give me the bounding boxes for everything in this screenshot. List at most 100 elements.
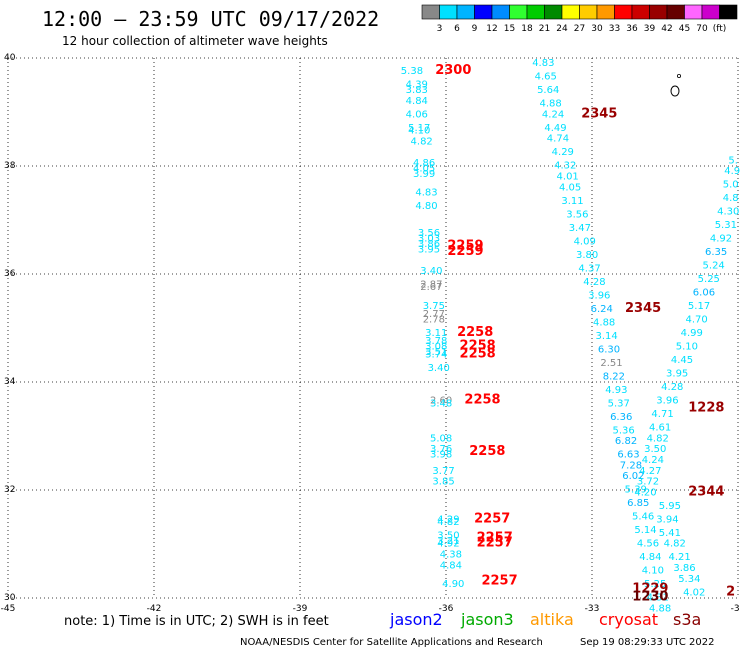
wave-height-label: 4.38 [440,550,462,561]
credit-text: NOAA/NESDIS Center for Satellite Applica… [240,637,543,648]
wave-height-label: 4.82 [647,433,669,444]
colorbar-swatch [596,4,615,20]
wave-height-label: 4.83 [415,188,437,199]
wave-height-label: 4.71 [651,409,673,420]
time-label: 2258 [457,325,493,340]
wave-height-label: 4.27 [639,466,661,477]
wave-height-label: 4.80 [415,201,437,212]
wave-height-label: 3.47 [569,223,591,234]
colorbar-swatch [684,4,703,20]
colorbar-label: 39 [644,24,656,34]
x-tick-label: -45 [1,604,16,614]
y-axis-ticks: 30 32 34 36 38 40 [4,53,16,603]
wave-height-label: 3.86 [673,563,695,574]
wave-height-label: 3.56 [418,228,440,239]
wave-height-label: 3.99 [413,169,435,180]
time-label: 2257 [477,536,513,551]
wave-height-label: 3.56 [566,209,588,220]
chart-subtitle: 12 hour collection of altimeter wave hei… [62,34,328,48]
time-label: 2345 [581,106,617,121]
wave-height-label: 4.56 [637,539,659,550]
wave-height-label: 5.38 [401,66,423,77]
wave-height-label: 5.34 [678,574,700,585]
x-tick-label: -42 [147,604,162,614]
colorbar-label: 30 [591,24,603,34]
y-tick-label: 38 [4,161,16,171]
wave-height-label: 5.37 [608,398,630,409]
wave-height-label: 3.96 [656,396,678,407]
wave-height-label: 3.48 [430,398,452,409]
wave-height-label: 8.22 [603,371,625,382]
x-tick-label: -33 [585,604,600,614]
satellite-legend-cryosat: cryosat [599,610,658,629]
colorbar-label: 9 [472,24,478,34]
wave-height-label: 4.30 [717,207,739,218]
wave-height-label: 3.08 [425,342,447,353]
colorbar-label: 18 [521,24,533,34]
wave-height-label: 6.35 [705,247,727,258]
satellite-legend-jason2: jason2 [389,610,443,629]
time-label: 1230 [632,590,668,605]
satellite-legend: jason2 jason3 altika cryosat s3a [389,610,701,629]
wave-height-label: 4.82 [411,136,433,147]
wave-height-label: 3.83 [406,85,428,96]
colorbar-label: 42 [661,24,672,34]
colorbar-label: 70 [696,24,708,34]
wave-height-label: 4.83 [532,58,554,69]
wave-height-label: 4.45 [671,355,693,366]
y-tick-label: 30 [4,593,16,603]
grid-lines [7,57,739,599]
wave-height-label: 5.46 [632,512,654,523]
footnote: note: 1) Time is in UTC; 2) SWH is in fe… [64,614,329,629]
wave-height-label: 5.17 [408,123,430,134]
wave-height-label: 4.10 [642,566,664,577]
colorbar-swatch [631,4,650,20]
wave-height-label: 5.31 [715,220,737,231]
wave-height-label: 4.84 [406,96,428,107]
wave-height-label: 5.08 [430,433,452,444]
colorbar-swatch [421,4,440,20]
colorbar-label: 33 [609,24,620,34]
colorbar-swatch [579,4,598,20]
wave-height-label: 5.39 [625,485,647,496]
wave-height-label: 4.09 [574,236,596,247]
wave-height-label: 3.96 [588,290,610,301]
colorbar-label: (ft) [713,24,727,34]
wave-height-label: 6.06 [693,288,715,299]
colorbar-swatch [701,4,720,20]
wave-height-label: 4.20 [634,487,656,498]
wave-height-label: 3.98 [430,450,452,461]
time-label: 2300 [435,63,471,78]
wave-height-label: 4.31 [647,593,669,604]
time-label: 2344 [688,484,724,499]
wave-height-label: 3.21 [437,536,459,547]
y-tick-label: 34 [4,377,16,387]
colorbar-swatch [439,4,458,20]
wave-height-label: 3.94 [656,514,678,525]
wave-height-label: 5. [728,155,738,166]
wave-height-label: 4.32 [554,161,576,172]
chart-title: 12:00 – 23:59 UTC 09/17/2022 [42,7,379,31]
wave-height-label: 3.78 [425,336,447,347]
wave-height-label: 6.30 [598,344,620,355]
colorbar-swatch [614,4,633,20]
wave-height-label: 3.72 [637,477,659,488]
wave-height-label: 5.95 [659,501,681,512]
wave-height-label: 6.63 [617,450,639,461]
x-tick-label: -36 [439,604,454,614]
wave-height-label: 4.9 [724,166,740,177]
time-label: 2257 [481,574,517,589]
time-label: 2259 [447,244,483,259]
colorbar-label: 6 [454,24,460,34]
colorbar-swatch [526,4,545,20]
wave-height-label: 4.24 [542,109,564,120]
wave-height-label: 4.82 [437,517,459,528]
wave-height-label: 6.82 [615,436,637,447]
wave-height-label: 4.70 [686,315,708,326]
wave-height-label: 4.37 [578,263,600,274]
wave-height-label: 3.40 [420,266,442,277]
wave-height-label: 4.29 [552,147,574,158]
wave-height-label: 4.84 [440,560,462,571]
wave-height-label: 2.67 [420,282,442,293]
